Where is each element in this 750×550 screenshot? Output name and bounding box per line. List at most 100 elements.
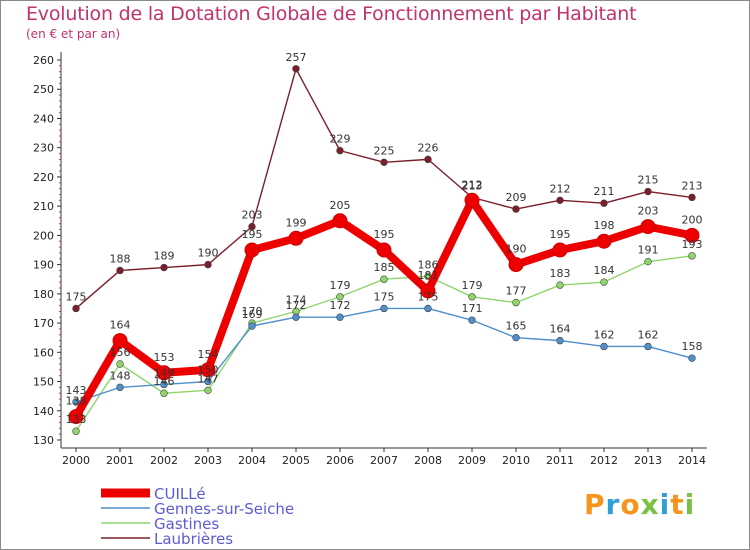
data-point — [200, 362, 216, 378]
x-tick-label: 2009 — [458, 454, 486, 467]
data-label: 148 — [110, 369, 131, 382]
chart-title: Evolution de la Dotation Globale de Fonc… — [26, 3, 637, 25]
data-label: 154 — [198, 348, 219, 361]
data-point — [204, 386, 212, 395]
data-point — [556, 281, 564, 289]
data-point — [376, 242, 392, 258]
data-label: 164 — [550, 323, 571, 336]
chart-subtitle: (en € et par an) — [26, 27, 121, 41]
data-label: 203 — [242, 209, 263, 222]
data-point — [600, 342, 608, 351]
logo-letter: P — [584, 488, 606, 521]
y-tick-label: 160 — [33, 346, 54, 359]
x-tick-label: 2006 — [326, 454, 354, 467]
y-tick-label: 230 — [33, 142, 54, 155]
data-point — [556, 196, 564, 205]
data-label: 138 — [66, 395, 87, 408]
data-point — [556, 336, 564, 345]
data-label: 211 — [594, 185, 615, 198]
y-tick-label: 180 — [33, 288, 54, 301]
y-tick-label: 220 — [33, 171, 54, 184]
data-label: 143 — [66, 384, 87, 397]
data-label: 179 — [462, 279, 483, 292]
data-label: 153 — [154, 351, 175, 364]
data-label: 175 — [418, 290, 439, 303]
data-point — [336, 146, 344, 155]
data-point — [72, 304, 80, 313]
data-point — [688, 193, 696, 202]
data-point — [508, 257, 524, 273]
data-label: 149 — [154, 366, 175, 379]
data-label: 170 — [242, 305, 263, 318]
data-label: 150 — [198, 364, 219, 377]
data-point — [640, 219, 656, 235]
proxiti-logo: Proxiti — [584, 488, 695, 521]
data-label: 212 — [462, 178, 483, 191]
x-tick-label: 2013 — [634, 454, 662, 467]
data-point — [288, 230, 304, 246]
x-tick-label: 2001 — [106, 454, 134, 467]
data-point — [420, 283, 436, 299]
series-layer — [68, 65, 700, 435]
data-point — [204, 260, 212, 269]
data-point — [116, 383, 124, 392]
data-point — [688, 354, 696, 362]
data-label: 169 — [242, 308, 263, 321]
legend: CUILLéGennes-sur-SeicheGastinesLaubrière… — [101, 485, 294, 548]
data-label: 193 — [682, 238, 703, 251]
data-label: 164 — [110, 319, 131, 332]
x-tick-label: 2011 — [546, 454, 574, 467]
data-point — [464, 192, 480, 208]
data-label: 185 — [374, 261, 395, 274]
data-label: 212 — [550, 182, 571, 195]
data-label: 191 — [638, 244, 659, 257]
data-point — [600, 199, 608, 207]
data-label: 225 — [374, 144, 395, 157]
legend-label: CUILLé — [154, 485, 206, 503]
data-label: 165 — [506, 320, 527, 333]
data-point — [160, 389, 168, 397]
data-label: 181 — [418, 269, 439, 282]
data-point — [160, 380, 168, 389]
legend-label: Gastines — [154, 515, 219, 533]
data-point — [688, 252, 696, 260]
data-point — [204, 377, 212, 386]
data-label: 156 — [110, 346, 131, 359]
x-tick-label: 2012 — [590, 454, 618, 467]
data-label: 213 — [682, 179, 703, 192]
data-label: 229 — [330, 133, 351, 146]
data-labels: 175 188 189 190 203 257 229 225 226 213 209 212 211 2… — [66, 51, 703, 426]
data-point — [336, 293, 344, 301]
data-point — [424, 155, 432, 164]
data-label: 188 — [110, 252, 131, 265]
data-point — [552, 242, 568, 258]
y-tick-label: 260 — [33, 54, 54, 67]
data-label: 205 — [330, 199, 351, 212]
data-label: 174 — [286, 293, 307, 306]
data-point — [644, 187, 652, 196]
data-point — [292, 313, 300, 321]
data-point — [644, 342, 652, 351]
data-label: 172 — [286, 299, 307, 312]
x-tick-label: 2004 — [238, 454, 266, 467]
data-label: 186 — [418, 258, 439, 271]
data-point — [72, 398, 80, 406]
data-label: 195 — [242, 228, 263, 241]
data-label: 179 — [330, 279, 351, 292]
logo-letter: r — [605, 488, 621, 521]
x-tick-label: 2010 — [502, 454, 530, 467]
y-tick-label: 200 — [33, 229, 54, 242]
data-label: 195 — [550, 228, 571, 241]
y-tick-label: 140 — [33, 405, 54, 418]
data-label: 158 — [682, 340, 703, 353]
y-tick-label: 130 — [33, 434, 54, 447]
logo-letter: i — [659, 488, 671, 521]
data-label: 213 — [462, 179, 483, 192]
data-point — [68, 409, 84, 425]
data-label: 172 — [330, 299, 351, 312]
data-label: 199 — [286, 216, 307, 229]
data-point — [116, 360, 124, 368]
data-point — [116, 266, 124, 275]
data-label: 162 — [594, 328, 615, 341]
